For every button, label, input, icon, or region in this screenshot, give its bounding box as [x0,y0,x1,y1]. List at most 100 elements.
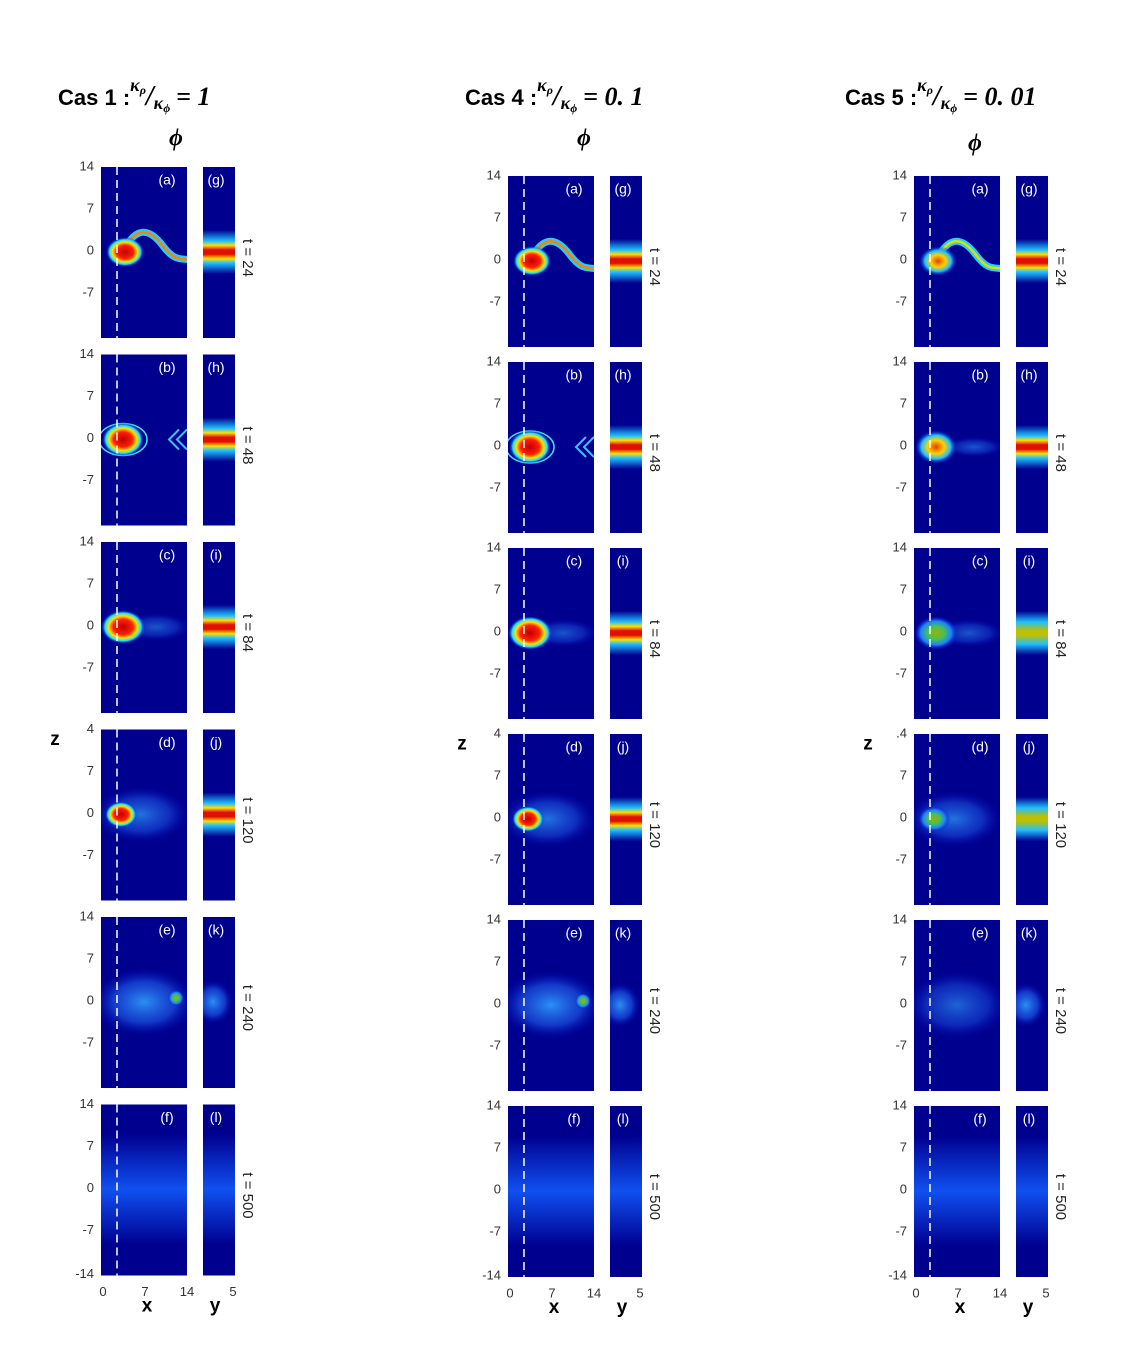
main-panel [101,729,187,901]
time-label: t = 240 [1052,988,1069,1034]
x-tick-label: 7 [954,1285,961,1300]
side-panel [1016,362,1048,533]
y-tick-label: 7 [494,953,501,968]
band [203,1134,235,1245]
y-tick-label: 7 [87,200,94,215]
y-tick-label: 0 [900,623,907,638]
y-tick-label: -7 [82,284,94,299]
blob [512,806,544,832]
y-tick-label: 7 [494,395,501,410]
band [610,611,642,655]
panel-label: (e) [565,925,582,941]
x-tick-label: 14 [587,1285,601,1300]
haze [101,968,187,1036]
y-tick-label: 14 [893,1097,907,1112]
haze [101,786,187,843]
y-tick-label: 14 [893,539,907,554]
panel-label: (a) [971,181,988,197]
ratio: = 0. 1 [583,82,643,111]
y-tick-label: 7 [900,1139,907,1154]
blob [915,430,957,464]
panel-label: (i) [1023,553,1035,569]
time-label: t = 500 [646,1174,663,1220]
side-panel [610,1106,642,1277]
panel-label: (g) [614,181,631,197]
side-panel [1016,1106,1048,1277]
haze [914,971,1000,1039]
side-panel [203,729,235,901]
panel-label: (c) [159,547,175,563]
blob [101,610,145,644]
y-axis-label: y [1023,1297,1034,1318]
panel-label: (h) [1020,367,1037,383]
time-label: t = 84 [239,614,256,652]
band [1016,1136,1048,1246]
panel-label: (d) [158,734,175,750]
main-panel [508,920,594,1091]
column-title: Cas 5 :κρ/κϕ = 0. 01 [845,75,1037,115]
x-tick-label: 5 [636,1285,643,1300]
field-symbol: ϕ [577,126,591,152]
panel-label: (h) [614,367,631,383]
panel-label: (l) [1023,1111,1035,1127]
panel-label: (l) [617,1111,629,1127]
y-tick-label: -7 [489,851,501,866]
y-tick-label: .4 [896,725,907,740]
side-panel [1016,176,1048,347]
x-axis-label: x [549,1297,560,1318]
panel-label: (d) [565,739,582,755]
y-tick-label: 7 [900,767,907,782]
band [610,239,642,283]
x-tick-label: 7 [141,1284,148,1299]
panel-label: (b) [158,359,175,375]
tail-core [526,240,594,270]
denominator-sub: ϕ [950,101,957,115]
side-panel [203,354,235,526]
main-panel [914,362,1000,533]
x-axis-label: x [142,1296,153,1317]
denominator-sub: ϕ [163,101,170,115]
side-panel [1016,920,1048,1091]
y-tick-label: -7 [489,293,501,308]
y-tick-label: -14 [75,1266,94,1281]
time-label: t = 24 [646,248,663,286]
y-tick-label: 7 [900,209,907,224]
y-tick-label: 0 [900,1181,907,1196]
numerator-sub: ρ [139,83,146,97]
y-tick-label: 0 [494,437,501,452]
z-axis-label: z [457,734,467,755]
y-tick-label: -7 [895,1223,907,1238]
panel-label: (j) [617,739,629,755]
y-tick-label: 0 [494,623,501,638]
numerator-sub: ρ [926,83,933,97]
y-tick-label: 14 [80,1096,94,1111]
time-label: t = 120 [1052,802,1069,848]
main-panel [508,734,594,905]
y-tick-label: 4 [494,725,501,740]
panel-label: (k) [615,925,631,941]
band [101,1134,187,1245]
band [610,797,642,841]
y-tick-label: 0 [900,809,907,824]
main-panel [101,917,187,1088]
denominator-sub: ϕ [570,101,577,115]
time-label: t = 84 [646,620,663,658]
blob [105,801,137,828]
y-tick-label: -7 [82,1222,94,1237]
y-tick-label: 7 [494,767,501,782]
band [203,417,235,462]
y-tick-label: 14 [893,353,907,368]
time-label: t = 500 [1052,1174,1069,1220]
panel-label: (g) [1020,181,1037,197]
haze [914,791,1000,847]
side-panel [1016,734,1048,905]
y-tick-label: -7 [895,479,907,494]
y-tick-label: 7 [87,575,94,590]
y-tick-label: 0 [87,242,94,257]
x-tick-label: 7 [548,1285,555,1300]
blob [919,246,957,276]
main-panel [101,1104,187,1276]
y-tick-label: 0 [494,809,501,824]
y-tick-label: 0 [900,437,907,452]
blob [508,616,552,650]
